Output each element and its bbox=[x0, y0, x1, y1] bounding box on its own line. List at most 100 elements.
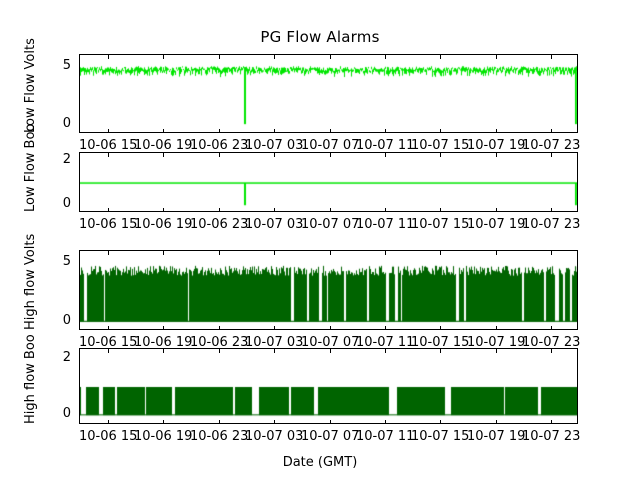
subplot-1-ytick-right-0 bbox=[577, 205, 578, 206]
series-high-flow-volts bbox=[80, 251, 577, 329]
subplot-2-plot-area bbox=[80, 251, 577, 329]
subplot-2-ytick-right-5 bbox=[577, 263, 578, 264]
subplot-2-xtick-top-4 bbox=[330, 251, 331, 255]
subplot-2-xtick-2 bbox=[219, 325, 220, 329]
subplot-1-xtick-top-6 bbox=[440, 153, 441, 157]
subplot-0-xtick-top-5 bbox=[385, 55, 386, 59]
subplot-0-axes bbox=[79, 54, 578, 133]
subplot-1-xtick-top-0 bbox=[108, 153, 109, 157]
subplot-2-ytick-5 bbox=[79, 263, 80, 264]
subplot-1-xtick-top-5 bbox=[385, 153, 386, 157]
series-low-flow-volts bbox=[80, 55, 577, 132]
subplot-2-xtick-text-2: 10-06 23 bbox=[190, 335, 249, 350]
subplot-2-xtick-4 bbox=[330, 325, 331, 329]
subplot-2-xtick-text-3: 10-07 03 bbox=[245, 335, 304, 350]
subplot-3-ytick-label-2: 2 bbox=[62, 349, 71, 365]
subplot-2-xtick-text-0: 10-06 15 bbox=[79, 335, 138, 350]
subplot-2-ytick-right-0 bbox=[577, 322, 578, 323]
subplot-3-xtick-6 bbox=[440, 419, 441, 423]
subplot-0-xtick-top-3 bbox=[274, 55, 275, 59]
subplot-0-ytick-right-0 bbox=[577, 125, 578, 126]
subplot-3-xtick-text-2: 10-06 23 bbox=[190, 429, 249, 444]
subplot-0-xtick-text-8: 10-07 23 bbox=[522, 138, 581, 153]
subplot-3-xtick-0 bbox=[108, 419, 109, 423]
subplot-0-plot-area bbox=[80, 55, 577, 132]
subplot-1-xtick-text-3: 10-07 03 bbox=[245, 217, 304, 232]
subplot-3-ytick-right-0 bbox=[577, 415, 578, 416]
subplot-1-xtick-text-0: 10-06 15 bbox=[79, 217, 138, 232]
subplot-0-xtick-top-8 bbox=[551, 55, 552, 59]
subplot-3-ytick-2 bbox=[79, 359, 80, 360]
subplot-0-xtick-6 bbox=[440, 128, 441, 132]
subplot-3-xtick-top-5 bbox=[385, 349, 386, 353]
subplot-1-plot-area bbox=[80, 153, 577, 211]
page-title: PG Flow Alarms bbox=[260, 28, 380, 46]
subplot-2-xtick-top-5 bbox=[385, 251, 386, 255]
subplot-3-xtick-text-3: 10-07 03 bbox=[245, 429, 304, 444]
subplot-2-axes bbox=[79, 250, 578, 330]
subplot-2-xtick-8 bbox=[551, 325, 552, 329]
subplot-0-ytick-0 bbox=[79, 125, 80, 126]
subplot-0-xtick-4 bbox=[330, 128, 331, 132]
subplot-2-ylabel: High flow Volts bbox=[23, 233, 38, 330]
subplot-1-xtick-5 bbox=[385, 207, 386, 211]
subplot-3-ytick-label-0: 0 bbox=[62, 406, 71, 422]
subplot-3-xtick-top-0 bbox=[108, 349, 109, 353]
subplot-3-xtick-text-1: 10-06 19 bbox=[134, 429, 193, 444]
subplot-1-ytick-label-2: 2 bbox=[62, 151, 71, 167]
subplot-0-xtick-top-1 bbox=[163, 55, 164, 59]
subplot-1-axes bbox=[79, 152, 578, 212]
subplot-3-xtick-top-8 bbox=[551, 349, 552, 353]
subplot-2-xtick-top-6 bbox=[440, 251, 441, 255]
subplot-0-xtick-text-1: 10-06 19 bbox=[134, 138, 193, 153]
subplot-3-xtick-top-7 bbox=[496, 349, 497, 353]
subplot-3-ytick-0 bbox=[79, 415, 80, 416]
subplot-0-ytick-label-0: 0 bbox=[62, 115, 71, 131]
subplot-2-xtick-text-7: 10-07 19 bbox=[467, 335, 526, 350]
subplot-3-xtick-top-3 bbox=[274, 349, 275, 353]
subplot-0-xtick-top-4 bbox=[330, 55, 331, 59]
subplot-2-xtick-text-8: 10-07 23 bbox=[522, 335, 581, 350]
subplot-2-xtick-text-1: 10-06 19 bbox=[134, 335, 193, 350]
subplot-2-ytick-0 bbox=[79, 322, 80, 323]
subplot-1-xtick-top-7 bbox=[496, 153, 497, 157]
subplot-2-xtick-text-6: 10-07 15 bbox=[411, 335, 470, 350]
subplot-1-ytick-2 bbox=[79, 161, 80, 162]
subplot-1-xtick-4 bbox=[330, 207, 331, 211]
subplot-0-ytick-5 bbox=[79, 67, 80, 68]
subplot-3-xtick-text-6: 10-07 15 bbox=[411, 429, 470, 444]
x-axis-label: Date (GMT) bbox=[282, 455, 358, 470]
subplot-0-xtick-text-0: 10-06 15 bbox=[79, 138, 138, 153]
subplot-1-ytick-0 bbox=[79, 205, 80, 206]
subplot-2-xtick-top-1 bbox=[163, 251, 164, 255]
subplot-3-xtick-text-0: 10-06 15 bbox=[79, 429, 138, 444]
subplot-1-xtick-6 bbox=[440, 207, 441, 211]
subplot-0-xtick-5 bbox=[385, 128, 386, 132]
subplot-1-xtick-top-8 bbox=[551, 153, 552, 157]
subplot-0-xtick-text-7: 10-07 19 bbox=[467, 138, 526, 153]
subplot-2-xtick-top-0 bbox=[108, 251, 109, 255]
subplot-2-xtick-1 bbox=[163, 325, 164, 329]
subplot-1-xtick-8 bbox=[551, 207, 552, 211]
subplot-3-xtick-7 bbox=[496, 419, 497, 423]
subplot-2-xtick-7 bbox=[496, 325, 497, 329]
subplot-1-xtick-1 bbox=[163, 207, 164, 211]
subplot-1-xtick-text-8: 10-07 23 bbox=[522, 217, 581, 232]
subplot-2-ytick-label-5: 5 bbox=[62, 253, 71, 269]
subplot-2-xtick-top-7 bbox=[496, 251, 497, 255]
subplot-0-xtick-text-5: 10-07 11 bbox=[356, 138, 415, 153]
subplot-3-xtick-top-6 bbox=[440, 349, 441, 353]
subplot-1-ytick-right-2 bbox=[577, 161, 578, 162]
subplot-0-xtick-7 bbox=[496, 128, 497, 132]
subplot-1-xtick-text-6: 10-07 15 bbox=[411, 217, 470, 232]
subplot-1-xtick-top-1 bbox=[163, 153, 164, 157]
subplot-3-xtick-1 bbox=[163, 419, 164, 423]
subplot-2-xtick-5 bbox=[385, 325, 386, 329]
subplot-0-xtick-1 bbox=[163, 128, 164, 132]
subplot-3-xtick-top-2 bbox=[219, 349, 220, 353]
subplot-1-xtick-text-4: 10-07 07 bbox=[301, 217, 360, 232]
subplot-1-ylabel: Low Flow Boo bbox=[23, 123, 38, 212]
subplot-1-xtick-7 bbox=[496, 207, 497, 211]
subplot-3-xtick-text-7: 10-07 19 bbox=[467, 429, 526, 444]
subplot-1-xtick-text-5: 10-07 11 bbox=[356, 217, 415, 232]
